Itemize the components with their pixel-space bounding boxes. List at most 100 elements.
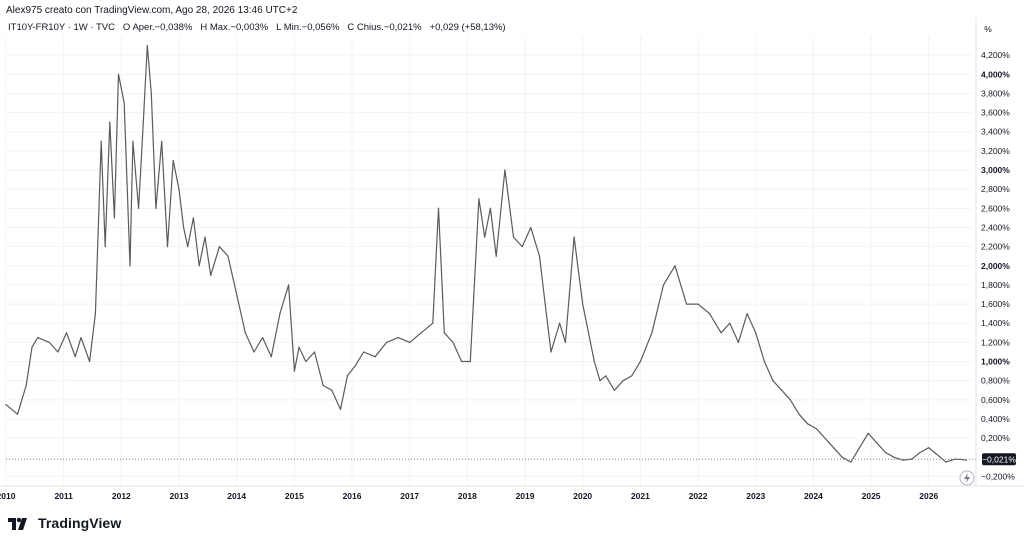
- data-point: [720, 332, 722, 334]
- low-value: −0,056%: [301, 22, 340, 33]
- data-point: [178, 188, 180, 190]
- data-point: [605, 375, 607, 377]
- x-tick-label: 2024: [804, 491, 823, 501]
- y-tick-label: 4,000%: [981, 69, 1010, 79]
- data-point: [573, 236, 575, 238]
- y-tick-label: 3,600%: [981, 108, 1010, 118]
- y-tick-label: 0,800%: [981, 376, 1010, 386]
- chart-credit: Alex975 creato con TradingView.com, Ago …: [6, 5, 298, 16]
- close-label: C: [347, 22, 355, 33]
- data-point: [146, 44, 148, 47]
- data-point: [166, 246, 169, 248]
- data-point: [530, 226, 532, 229]
- data-point: [582, 303, 584, 305]
- data-point: [218, 246, 220, 248]
- x-tick-label: 2018: [458, 491, 477, 501]
- data-point: [192, 217, 195, 219]
- plot-area: [5, 44, 976, 463]
- data-point: [437, 207, 440, 209]
- last-price-marker: −0,021%: [982, 453, 1016, 466]
- x-tick-label: 2016: [343, 491, 362, 501]
- data-point: [236, 293, 238, 296]
- data-point: [298, 346, 300, 348]
- data-point: [461, 360, 463, 363]
- data-point: [685, 303, 688, 305]
- data-point: [293, 370, 295, 372]
- data-point: [210, 274, 212, 276]
- x-tick-label: 2025: [862, 491, 881, 501]
- data-point: [504, 169, 506, 171]
- x-tick-label: 2026: [919, 491, 938, 501]
- high-key: Max.: [209, 22, 231, 33]
- data-point: [452, 341, 454, 343]
- brand-logo[interactable]: TradingView: [8, 515, 121, 531]
- data-point: [279, 313, 281, 315]
- data-point: [117, 73, 120, 75]
- data-point: [662, 284, 665, 286]
- data-point: [902, 459, 904, 461]
- data-point: [867, 432, 869, 434]
- data-point: [161, 140, 163, 142]
- data-point: [322, 384, 324, 387]
- x-tick-label: 2019: [516, 491, 535, 501]
- data-point: [893, 456, 895, 458]
- last-price-badge: [982, 453, 1016, 466]
- open-key: Aper.: [132, 22, 155, 33]
- close-value: −0,021%: [383, 22, 422, 33]
- data-point: [919, 451, 921, 454]
- data-point: [469, 360, 471, 363]
- data-point: [639, 360, 641, 363]
- data-point: [884, 451, 887, 454]
- data-point: [65, 332, 68, 334]
- data-point: [538, 255, 541, 257]
- y-tick-label: 0,200%: [981, 433, 1010, 443]
- data-point: [599, 380, 601, 382]
- x-tick-label: 2021: [631, 491, 650, 501]
- data-point: [386, 341, 388, 343]
- x-tick-label: 2011: [54, 491, 73, 501]
- data-point: [5, 404, 7, 406]
- symbol-label[interactable]: IT10Y-FR10Y · 1W · TVC: [8, 22, 115, 33]
- data-point: [253, 351, 255, 353]
- data-point: [25, 384, 27, 387]
- data-point: [772, 380, 774, 382]
- y-tick-label: 0,600%: [981, 395, 1010, 405]
- data-point: [815, 427, 817, 430]
- data-point: [564, 341, 567, 343]
- data-point: [37, 336, 39, 339]
- data-point: [16, 413, 19, 415]
- data-point: [789, 399, 791, 401]
- data-point: [132, 140, 134, 142]
- y-tick-label: 4,200%: [981, 50, 1010, 60]
- data-point: [495, 255, 497, 257]
- y-tick-label: 3,400%: [981, 127, 1010, 137]
- data-point: [155, 207, 157, 209]
- data-point: [755, 332, 757, 334]
- x-tick-label: 2017: [400, 491, 419, 501]
- data-point: [432, 322, 434, 324]
- y-tick-label: 2,600%: [981, 203, 1010, 213]
- data-point: [313, 351, 316, 353]
- data-point: [48, 341, 50, 343]
- x-tick-label: 2015: [285, 491, 304, 501]
- data-point: [651, 332, 653, 334]
- x-tick-label: 2013: [170, 491, 189, 501]
- data-point: [512, 236, 515, 238]
- data-point: [832, 447, 835, 449]
- goto-realtime-button[interactable]: [959, 470, 975, 486]
- data-point: [397, 336, 399, 339]
- data-point: [138, 207, 140, 209]
- y-tick-label: 2,400%: [981, 222, 1010, 232]
- data-point: [631, 375, 633, 377]
- x-tick-label: 2023: [746, 491, 765, 501]
- data-point: [824, 437, 826, 439]
- y-tick-label: 3,000%: [981, 165, 1010, 175]
- low-label: L: [276, 22, 282, 33]
- y-tick-label: 3,800%: [981, 88, 1010, 98]
- data-point: [244, 332, 246, 334]
- data-point: [708, 313, 711, 315]
- y-tick-label: −0,200%: [981, 471, 1015, 481]
- data-point: [183, 226, 185, 229]
- data-point: [123, 102, 125, 104]
